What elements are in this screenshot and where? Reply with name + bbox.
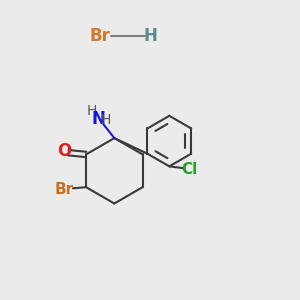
Text: N: N [91, 110, 105, 128]
Text: O: O [58, 142, 72, 160]
Text: Cl: Cl [182, 162, 198, 177]
Text: H: H [143, 27, 157, 45]
Text: H: H [101, 113, 112, 127]
Text: Br: Br [55, 182, 74, 197]
Text: H: H [87, 104, 97, 118]
Text: Br: Br [89, 27, 110, 45]
